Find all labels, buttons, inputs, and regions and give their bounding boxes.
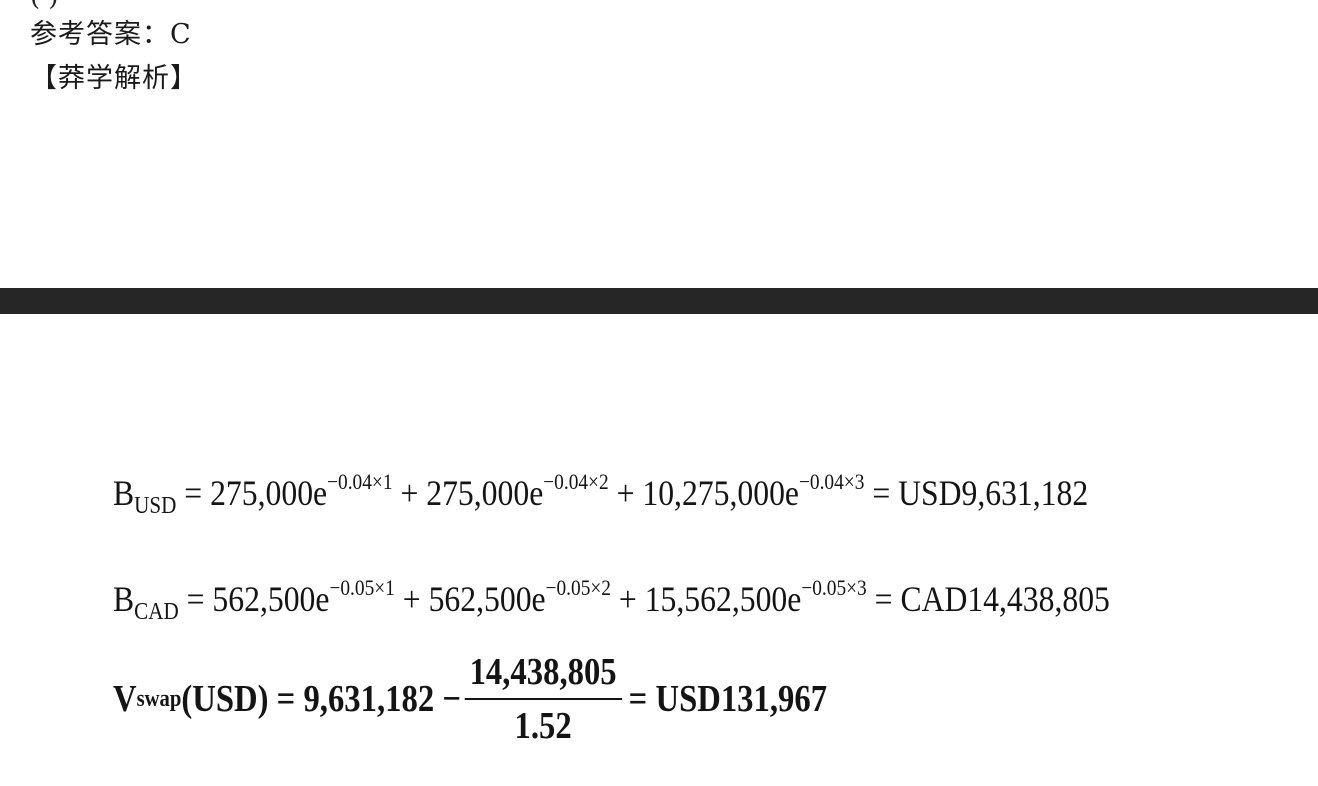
analysis-heading: 【莽学解析】 [30, 63, 198, 94]
formula-b-usd-term-1: = 275,000e [176, 473, 328, 513]
formula-b-cad-term-1: = 562,500e [178, 579, 330, 619]
formula-v-swap-fraction: 14,438,805 1.52 [464, 650, 622, 748]
formula-b-cad-lhs-sub: CAD [134, 599, 179, 625]
formula-b-usd-exp-2: −0.04×2 [543, 469, 609, 494]
formula-b-usd-term-2: + 275,000e [392, 473, 544, 513]
answer-label: 参考答案： [30, 19, 170, 50]
formula-b-cad-exp-1: −0.05×1 [329, 575, 395, 600]
formula-b-usd: BUSD = 275,000e−0.04×1 + 275,000e−0.04×2… [113, 469, 1089, 519]
formula-b-usd-exp-1: −0.04×1 [327, 469, 393, 494]
formula-b-cad: BCAD = 562,500e−0.05×1 + 562,500e−0.05×2… [113, 575, 1110, 625]
formula-b-cad-exp-2: −0.05×2 [545, 575, 611, 600]
formula-b-cad-result: = CAD14,438,805 [866, 579, 1110, 619]
formula-b-cad-exp-3: −0.05×3 [801, 575, 867, 600]
formula-figure: BUSD = 275,000e−0.04×1 + 275,000e−0.04×2… [0, 314, 1318, 786]
formula-b-usd-exp-3: −0.04×3 [798, 469, 865, 494]
answer-value: C [170, 19, 192, 50]
formula-b-cad-lhs: B [113, 579, 135, 619]
formula-v-swap-numerator: 14,438,805 [464, 650, 622, 700]
divider-bar [0, 288, 1318, 314]
formula-v-swap-result: = USD131,967 [628, 678, 828, 720]
formula-b-usd-term-3: + 10,275,000e [608, 473, 799, 513]
formula-b-cad-term-3: + 15,562,500e [610, 579, 802, 619]
formula-v-swap-lhs-suffix: (USD) = 9,631,182 − [181, 678, 461, 720]
formula-v-swap-lhs: V [113, 678, 137, 720]
reference-answer: 参考答案：C [30, 18, 192, 52]
question-options-clipped: ( ) [30, 0, 59, 10]
formula-b-cad-term-2: + 562,500e [394, 579, 546, 619]
formula-b-usd-lhs: B [113, 473, 135, 513]
formula-b-usd-lhs-sub: USD [134, 493, 177, 519]
formula-b-usd-result: = USD9,631,182 [864, 473, 1089, 513]
formula-v-swap-denominator: 1.52 [514, 705, 572, 747]
